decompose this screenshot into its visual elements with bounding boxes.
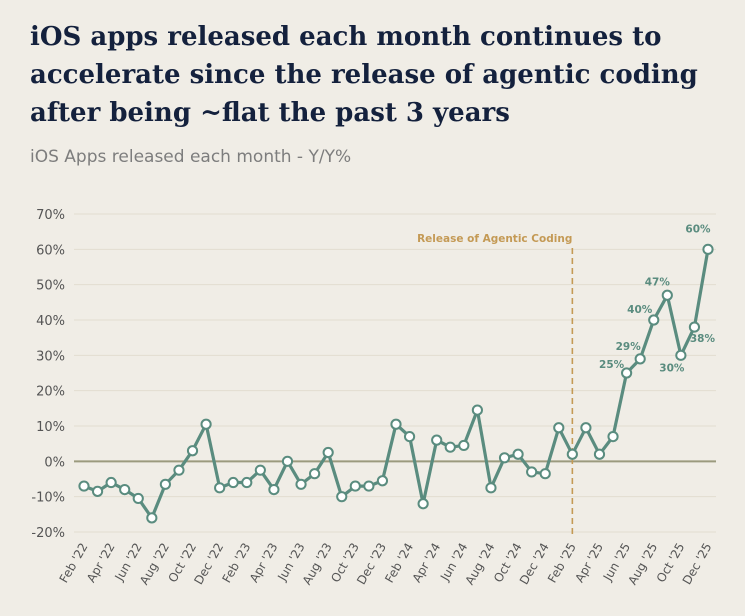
data-point [91,485,104,497]
data-point [458,439,470,452]
data-point [268,484,280,496]
annotation-label: Release of Agentic Coding [417,233,572,245]
data-point [634,353,646,365]
data-label: 38% [690,333,716,345]
data-point [78,480,90,492]
data-point [688,321,701,333]
data-point [241,476,253,489]
data-point [526,466,538,478]
data-point [146,512,158,524]
y-tick-label: 0% [44,455,65,470]
data-label: 25% [599,359,625,371]
data-point [254,464,266,476]
data-point [214,482,226,494]
data-point [498,452,511,464]
data-point [593,448,606,460]
data-point [376,475,389,487]
data-point [539,468,551,480]
data-point [132,492,144,505]
data-point [580,422,592,434]
data-label: 30% [659,362,685,374]
y-tick-label: -20% [31,526,65,541]
data-point [227,476,239,489]
y-tick-label: 70% [36,208,65,223]
data-point [566,448,578,460]
data-point [281,455,294,467]
data-point [336,491,348,503]
data-point [322,446,334,459]
chart-title-line-3: after being ~flat the past 3 years [30,98,510,128]
data-point [295,478,307,490]
data-point [403,431,416,443]
data-point [485,482,497,494]
data-point [621,367,633,379]
y-tick-label: 30% [36,349,65,364]
data-point [200,418,212,430]
data-point [309,468,321,480]
data-point [417,498,429,510]
data-point [702,243,714,255]
data-label: 47% [645,276,671,288]
y-tick-label: -10% [31,491,65,506]
chart-title: iOS apps released each month continues t… [30,18,730,132]
data-point [444,441,456,453]
data-point [390,418,402,430]
data-point [648,314,660,326]
data-label: 29% [616,341,642,353]
data-point [431,434,443,446]
data-point [105,476,117,489]
y-tick-label: 10% [36,420,65,435]
data-point [675,349,687,361]
data-point [363,480,375,492]
data-point [553,422,565,434]
chart-title-line-2: accelerate since the release of agentic … [30,60,698,90]
data-point [471,404,483,416]
y-tick-label: 20% [36,385,65,400]
data-point [186,445,199,457]
data-point [159,478,171,490]
data-label: 60% [685,223,711,235]
data-label: 40% [627,304,653,316]
chart-subtitle: iOS Apps released each month - Y/Y% [30,147,352,167]
series-line [82,247,710,520]
y-tick-label: 50% [36,279,65,294]
y-tick-label: 40% [36,314,65,329]
data-point [173,464,185,476]
y-tick-label: 60% [36,243,65,258]
data-point [512,448,524,460]
data-point [349,480,361,492]
chart-title-line-1: iOS apps released each month continues t… [30,22,662,52]
data-point [607,431,619,443]
data-point [661,289,673,301]
data-point [119,484,131,496]
